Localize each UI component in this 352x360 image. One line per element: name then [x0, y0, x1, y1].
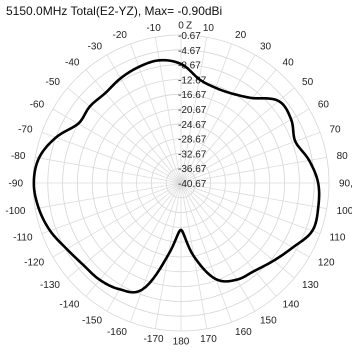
chart-title: 5150.0MHz Total(E2-YZ), Max= -0.90dBi	[6, 4, 222, 18]
grid-spoke	[180, 156, 327, 184]
radial-tick-labels: -0.67 -4.67 -8.67 -12.67 -16.67 -20.67 -24.67 -…	[178, 31, 207, 190]
angle-tick-label: -40	[65, 57, 80, 68]
angle-tick-label: -10	[146, 23, 161, 34]
radial-tick-label: -4.67	[178, 46, 201, 57]
angle-tick-label: 30	[260, 42, 272, 53]
angle-tick-label: -140	[59, 300, 79, 311]
polar-grid	[32, 34, 330, 332]
radial-tick-label: -8.67	[178, 61, 201, 72]
angle-tick-label: 110	[329, 233, 345, 244]
angle-tick-label: -50	[46, 77, 61, 88]
grid-spoke	[180, 182, 295, 279]
grid-spoke	[180, 182, 232, 323]
grid-spoke	[35, 156, 182, 184]
radial-tick-label: -0.67	[178, 31, 201, 42]
angle-tick-label: 60	[318, 100, 330, 111]
grid-spoke	[35, 182, 182, 210]
angle-tick-label: 170	[200, 334, 217, 345]
grid-spoke	[180, 54, 256, 184]
radial-tick-label: -36.67	[178, 164, 207, 175]
angle-tick-label: -80	[11, 151, 26, 162]
grid-spoke	[67, 87, 182, 184]
angle-tick-label: -150	[82, 315, 102, 326]
grid-spoke	[180, 182, 310, 258]
grid-spoke	[52, 108, 182, 184]
angle-tick-label: 10	[203, 23, 215, 34]
grid-spoke	[180, 182, 327, 210]
angle-tick-label: -90	[9, 179, 24, 190]
angle-tick-label: -70	[18, 124, 33, 135]
angle-tick-label: -100	[5, 206, 25, 217]
grid-spoke	[106, 54, 182, 184]
grid-spoke	[180, 37, 208, 184]
angle-tick-label: 130	[302, 280, 319, 291]
radial-tick-label: -24.67	[178, 120, 207, 131]
angle-tick-label: -60	[30, 100, 45, 111]
grid-spoke	[130, 182, 182, 323]
radial-tick-label: -28.67	[178, 135, 207, 146]
grid-spoke	[85, 69, 182, 184]
angle-tick-label: -130	[40, 280, 60, 291]
radial-tick-label: -32.67	[178, 149, 207, 160]
angle-tick-label: -110	[13, 233, 33, 244]
grid-spoke	[85, 182, 182, 297]
radial-tick-label: -40.67	[178, 179, 207, 190]
grid-spoke	[180, 182, 277, 297]
angle-tick-label: 80	[337, 151, 349, 162]
angle-tick-label: 20	[235, 30, 247, 41]
grid-spoke	[41, 182, 182, 234]
angle-tick-label: -20	[113, 30, 128, 41]
angle-tick-label: 100	[337, 206, 352, 217]
grid-spoke	[180, 87, 295, 184]
zero-axis-name: Z	[186, 21, 192, 32]
radial-tick-label: -20.67	[178, 105, 207, 116]
grid-spoke	[180, 132, 321, 184]
series-trace	[32, 58, 321, 294]
angle-tick-label: 0	[178, 21, 184, 32]
grid-spoke	[67, 182, 182, 279]
grid-spoke	[180, 182, 256, 312]
angle-tick-label: -120	[24, 258, 44, 269]
grid-spoke	[52, 182, 182, 258]
grid-spoke	[180, 43, 232, 184]
angle-tick-label: 90, Y	[339, 179, 352, 190]
radial-tick-label: -12.67	[178, 75, 207, 86]
radial-tick-label: -16.67	[178, 90, 207, 101]
angle-tick-label: 150	[260, 315, 277, 326]
angle-tick-label: 40	[283, 57, 295, 68]
angle-tick-label: -170	[144, 334, 164, 345]
angle-tick-label: 180	[173, 337, 190, 348]
grid-spoke	[41, 132, 182, 184]
grid-spoke	[180, 108, 310, 184]
angle-tick-label: -30	[88, 42, 103, 53]
angle-tick-label: -160	[107, 327, 127, 338]
angle-tick-label: 50	[302, 77, 314, 88]
grid-spoke	[180, 182, 321, 234]
angle-tick-label: 120	[318, 258, 335, 269]
angle-tick-label: 160	[235, 327, 252, 338]
grid-spoke	[180, 69, 277, 184]
angle-tick-label: 140	[283, 300, 300, 311]
angle-tick-label: 70	[329, 124, 341, 135]
